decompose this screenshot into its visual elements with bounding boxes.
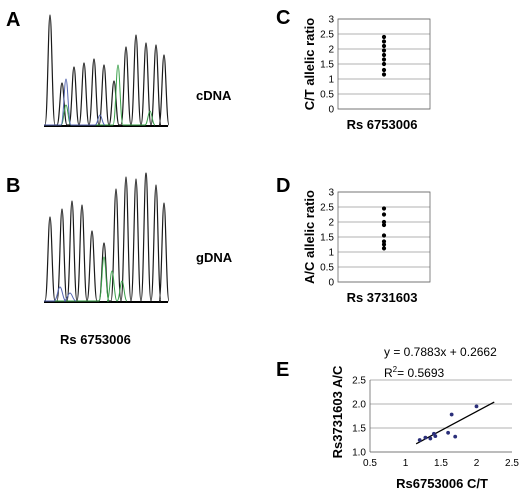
chartD-data-point bbox=[381, 219, 387, 225]
chart-e-x-tick-label: 1 bbox=[403, 458, 409, 469]
chart-e-equation: y = 0.7883x + 0.2662 bbox=[384, 345, 497, 359]
panel-e-letter: E bbox=[276, 359, 289, 381]
chartD-data-point bbox=[381, 239, 387, 244]
chromatogram-b bbox=[44, 172, 170, 303]
chartC-data-point bbox=[381, 72, 387, 77]
chart-e-data-point bbox=[449, 412, 454, 417]
chartC-data-point bbox=[381, 43, 387, 49]
chromatogram-b-blue-trace bbox=[44, 286, 77, 302]
chartC-y-tick-label: 1.5 bbox=[320, 60, 334, 71]
chartD-data-point bbox=[381, 246, 387, 251]
chartC-y-tick-label: 3 bbox=[328, 15, 334, 26]
chart-e-data-point bbox=[433, 434, 438, 439]
chartC-y-axis-title: C/T allelic ratio bbox=[302, 18, 317, 111]
ab-caption: Rs 6753006 bbox=[60, 332, 131, 347]
panel-a-label: cDNA bbox=[196, 88, 232, 103]
panel-d-letter: D bbox=[276, 175, 290, 197]
chartC-data-point bbox=[381, 52, 387, 58]
chart-e-y-tick-label: 2.0 bbox=[352, 400, 366, 411]
chart-e-data-point bbox=[423, 435, 428, 440]
chart-e: 1.0 1.5 2.0 2.5 0.5 1 1.5 2 2.5 y = 0.7883x + 0.2… bbox=[330, 345, 519, 491]
chartC-data-point bbox=[381, 34, 387, 40]
chromatogram-a bbox=[44, 14, 170, 127]
chartD-data-point bbox=[381, 242, 387, 247]
chartD-y-tick-label: 1.5 bbox=[320, 233, 334, 244]
chartD-y-tick-label: 2 bbox=[328, 218, 334, 229]
chart-e-y-tick-label: 1.0 bbox=[352, 448, 366, 459]
chart-e-data-point bbox=[446, 430, 450, 435]
chartD-y-axis-title: A/C allelic ratio bbox=[302, 190, 317, 284]
chartD-data-point bbox=[381, 222, 387, 228]
chart-e-y-axis-title: Rs3731603 A/C bbox=[330, 365, 345, 458]
chartD-y-tick-label: 3 bbox=[328, 188, 334, 199]
chromatogram-a-blue-trace bbox=[44, 78, 106, 126]
chart-e-x-tick-label: 2.5 bbox=[505, 458, 519, 469]
chartD-y-tick-label: 0.5 bbox=[320, 263, 334, 274]
panel-b-letter: B bbox=[6, 175, 20, 197]
chartC-y-tick-label: 1 bbox=[328, 75, 334, 86]
chart-e-x-tick-label: 0.5 bbox=[363, 458, 377, 469]
chartD-data-point bbox=[381, 233, 387, 238]
chartD-x-axis-title: Rs 3731603 bbox=[347, 290, 418, 305]
chartC-plot-frame bbox=[337, 18, 431, 110]
chartC-y-tick-label: 0.5 bbox=[320, 90, 334, 101]
chartD-data-point bbox=[381, 206, 387, 211]
chart-e-y-tick-label: 2.5 bbox=[352, 376, 366, 387]
panel-c-letter: C bbox=[276, 7, 290, 29]
chartC-data-point bbox=[381, 61, 387, 67]
chartC-data-point bbox=[381, 48, 387, 53]
chart-e-data-point bbox=[453, 434, 458, 439]
chart-e-trendline bbox=[415, 401, 495, 445]
chart-e-data-point bbox=[417, 438, 422, 442]
chartD-y-tick-label: 0 bbox=[328, 278, 334, 289]
chart-e-x-axis-title: Rs6753006 C/T bbox=[396, 476, 488, 491]
chart-e-y-tick-label: 1.5 bbox=[352, 424, 366, 435]
chromatogram-b-black-trace bbox=[44, 172, 170, 302]
chart-e-x-tick-label: 2 bbox=[474, 458, 480, 469]
panel-b-label: gDNA bbox=[196, 250, 233, 265]
chartC-data-point bbox=[381, 67, 387, 73]
chart-d: 0 0.5 1 1.5 2 2.5 3 A/C allelic ratio Rs 3731603 bbox=[302, 188, 431, 305]
chart-e-data-point bbox=[428, 436, 433, 441]
chartD-data-point bbox=[381, 212, 387, 217]
panel-a-letter: A bbox=[6, 9, 20, 31]
chartD-y-tick-label: 2.5 bbox=[320, 203, 334, 214]
chart-c: 0 0.5 1 1.5 2 2.5 3 C/T allelic ratio Rs 6753006 bbox=[302, 15, 431, 132]
chartC-y-tick-label: 2 bbox=[328, 45, 334, 56]
chartC-y-tick-label: 0 bbox=[328, 105, 334, 116]
chartC-data-point bbox=[381, 39, 387, 44]
chartC-x-axis-title: Rs 6753006 bbox=[347, 117, 418, 132]
chartD-y-tick-label: 1 bbox=[328, 248, 334, 259]
chromatogram-a-green-trace bbox=[44, 64, 156, 126]
chartC-data-point bbox=[381, 57, 387, 62]
chartD-plot-frame bbox=[337, 191, 431, 283]
chart-e-r-squared: R2= 0.5693 bbox=[384, 365, 444, 380]
chartC-y-tick-label: 2.5 bbox=[320, 30, 334, 41]
chart-e-x-tick-label: 1.5 bbox=[434, 458, 448, 469]
chromatogram-a-black-trace bbox=[44, 14, 170, 126]
chromatogram-b-green-trace bbox=[44, 256, 128, 302]
chart-e-data-point bbox=[474, 404, 479, 409]
